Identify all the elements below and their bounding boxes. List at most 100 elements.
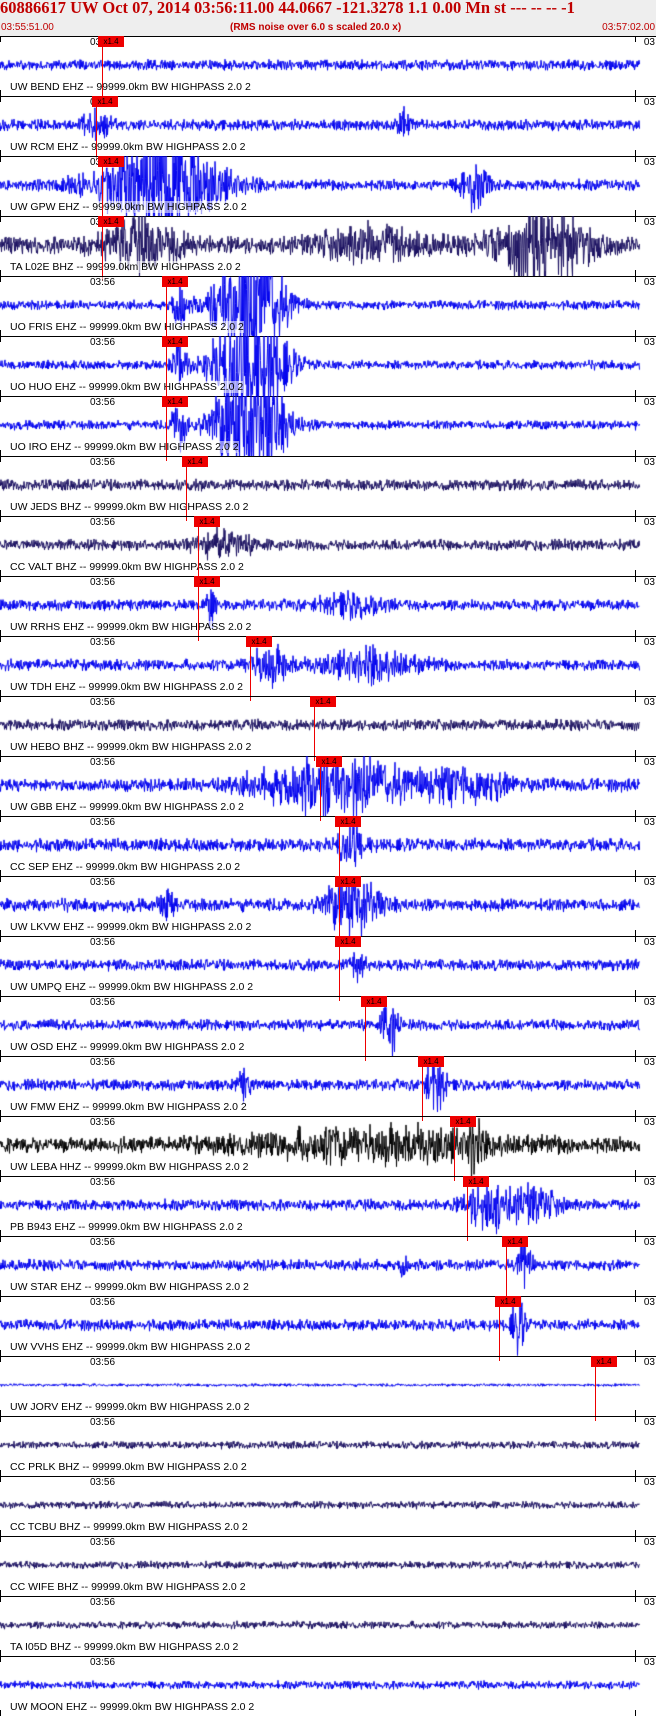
time-tick bbox=[635, 570, 636, 576]
time-mark-left: 03:56 bbox=[89, 457, 117, 468]
time-mark-left: 03:56 bbox=[89, 1417, 117, 1428]
time-mark-right: 03 bbox=[642, 277, 656, 288]
station-label: UW BEND EHZ -- 99999.0km BW HIGHPASS 2.0… bbox=[10, 81, 251, 93]
time-tick bbox=[0, 1536, 1, 1542]
time-tick bbox=[635, 270, 636, 276]
time-tick bbox=[0, 636, 1, 642]
station-label: CC PRLK BHZ -- 99999.0km BW HIGHPASS 2.0… bbox=[10, 1461, 247, 1473]
time-mark-right: 03 bbox=[642, 937, 656, 948]
time-tick bbox=[0, 936, 1, 942]
time-tick bbox=[635, 870, 636, 876]
time-tick bbox=[635, 336, 636, 342]
time-mark-left: 03:56 bbox=[89, 1057, 117, 1068]
time-tick bbox=[0, 336, 1, 342]
time-tick bbox=[0, 90, 1, 96]
pick-scale-label: x1.4 bbox=[162, 396, 188, 407]
time-tick bbox=[0, 1596, 1, 1602]
pick-line bbox=[595, 1367, 596, 1421]
time-tick bbox=[635, 1470, 636, 1476]
time-tick bbox=[635, 1476, 636, 1482]
station-row: 03:56 03 UO IRO EHZ -- 99999.0km BW HIGHPA… bbox=[0, 396, 656, 461]
time-mark-left: 03:56 bbox=[89, 1177, 117, 1188]
pick-line bbox=[314, 707, 315, 761]
pick-scale-label: x1.4 bbox=[162, 276, 188, 287]
time-mark-left: 03:56 bbox=[89, 577, 117, 588]
station-row: 03:56 03 UW STAR EHZ -- 99999.0km BW HIGHP… bbox=[0, 1236, 656, 1301]
time-tick bbox=[0, 36, 1, 42]
time-tick bbox=[635, 450, 636, 456]
pick-line bbox=[339, 947, 340, 1001]
station-label: UW RRHS EHZ -- 99999.0km BW HIGHPASS 2.0… bbox=[10, 621, 252, 633]
station-label: UO HUO EHZ -- 99999.0km BW HIGHPASS 2.0 … bbox=[10, 381, 244, 393]
station-label: UW VVHS EHZ -- 99999.0km BW HIGHPASS 2.0… bbox=[10, 1341, 251, 1353]
station-label: UW GPW EHZ -- 99999.0km BW HIGHPASS 2.0 … bbox=[10, 201, 247, 213]
station-label: UW LKVW EHZ -- 99999.0km BW HIGHPASS 2.0… bbox=[10, 921, 252, 933]
time-tick bbox=[0, 1176, 1, 1182]
end-time: 03:57:02.00 bbox=[602, 22, 655, 33]
time-tick bbox=[0, 1650, 1, 1656]
pick-scale-label: x1.4 bbox=[418, 1056, 444, 1067]
station-row: 03:56 03 UW JEDS BHZ -- 99999.0km BW HIGHP… bbox=[0, 456, 656, 521]
station-row: 03:56 03 PB B943 EHZ -- 99999.0km BW HIGHP… bbox=[0, 1176, 656, 1241]
time-mark-right: 03 bbox=[642, 1417, 656, 1428]
time-tick bbox=[0, 756, 1, 762]
pick-scale-label: x1.4 bbox=[450, 1116, 476, 1127]
pick-scale-label: x1.4 bbox=[361, 996, 387, 1007]
time-tick bbox=[0, 1656, 1, 1662]
station-row: 03:56 03 UW FMW EHZ -- 99999.0km BW HIGHPA… bbox=[0, 1056, 656, 1121]
time-tick bbox=[0, 990, 1, 996]
time-mark-right: 03 bbox=[642, 97, 656, 108]
time-tick bbox=[0, 150, 1, 156]
time-tick bbox=[0, 1170, 1, 1176]
time-tick bbox=[0, 876, 1, 882]
time-tick bbox=[635, 1296, 636, 1302]
station-label: PB B943 EHZ -- 99999.0km BW HIGHPASS 2.0… bbox=[10, 1221, 243, 1233]
time-tick bbox=[635, 996, 636, 1002]
time-mark-right: 03 bbox=[642, 1657, 656, 1668]
pick-line bbox=[467, 1187, 468, 1241]
time-tick bbox=[635, 930, 636, 936]
time-mark-left: 03:56 bbox=[89, 997, 117, 1008]
station-row: 03:56 03 UW JORV EHZ -- 99999.0km BW HIGHP… bbox=[0, 1356, 656, 1421]
time-mark-left: 03:56 bbox=[89, 277, 117, 288]
time-mark-right: 03 bbox=[642, 1357, 656, 1368]
station-label: TA L02E BHZ -- 99999.0km BW HIGHPASS 2.0… bbox=[10, 261, 241, 273]
station-label: UW JEDS BHZ -- 99999.0km BW HIGHPASS 2.0… bbox=[10, 501, 249, 513]
time-tick bbox=[635, 1656, 636, 1662]
station-row: 03:56 03 UW MOON EHZ -- 99999.0km BW HIGHP… bbox=[0, 1656, 656, 1716]
time-tick bbox=[0, 216, 1, 222]
time-tick bbox=[635, 156, 636, 162]
time-tick bbox=[635, 1116, 636, 1122]
time-tick bbox=[635, 750, 636, 756]
time-tick bbox=[635, 396, 636, 402]
pick-line bbox=[198, 527, 199, 581]
rms-noise-note: (RMS noise over 6.0 s scaled 20.0 x) bbox=[230, 22, 402, 33]
time-mark-left: 03:56 bbox=[89, 1237, 117, 1248]
time-tick bbox=[635, 216, 636, 222]
time-tick bbox=[635, 1650, 636, 1656]
time-tick bbox=[635, 276, 636, 282]
time-tick bbox=[0, 1236, 1, 1242]
station-label: UW FMW EHZ -- 99999.0km BW HIGHPASS 2.0 … bbox=[10, 1101, 247, 1113]
pick-line bbox=[454, 1127, 455, 1181]
time-tick bbox=[0, 1230, 1, 1236]
time-mark-left: 03:56 bbox=[89, 757, 117, 768]
time-tick bbox=[0, 1590, 1, 1596]
time-mark-right: 03 bbox=[642, 637, 656, 648]
time-mark-right: 03 bbox=[642, 757, 656, 768]
pick-scale-label: x1.4 bbox=[162, 336, 188, 347]
time-tick bbox=[635, 810, 636, 816]
time-mark-left: 03:56 bbox=[89, 1357, 117, 1368]
pick-line bbox=[102, 47, 103, 101]
pick-scale-label: x1.4 bbox=[98, 216, 124, 227]
time-tick bbox=[635, 1710, 636, 1716]
time-mark-right: 03 bbox=[642, 1237, 656, 1248]
pick-scale-label: x1.4 bbox=[335, 816, 361, 827]
time-tick bbox=[0, 390, 1, 396]
pick-scale-label: x1.4 bbox=[502, 1236, 528, 1247]
time-tick bbox=[635, 876, 636, 882]
station-row: 03:56 03 CC WIFE BHZ -- 99999.0km BW HIGHP… bbox=[0, 1536, 656, 1596]
time-tick bbox=[0, 750, 1, 756]
